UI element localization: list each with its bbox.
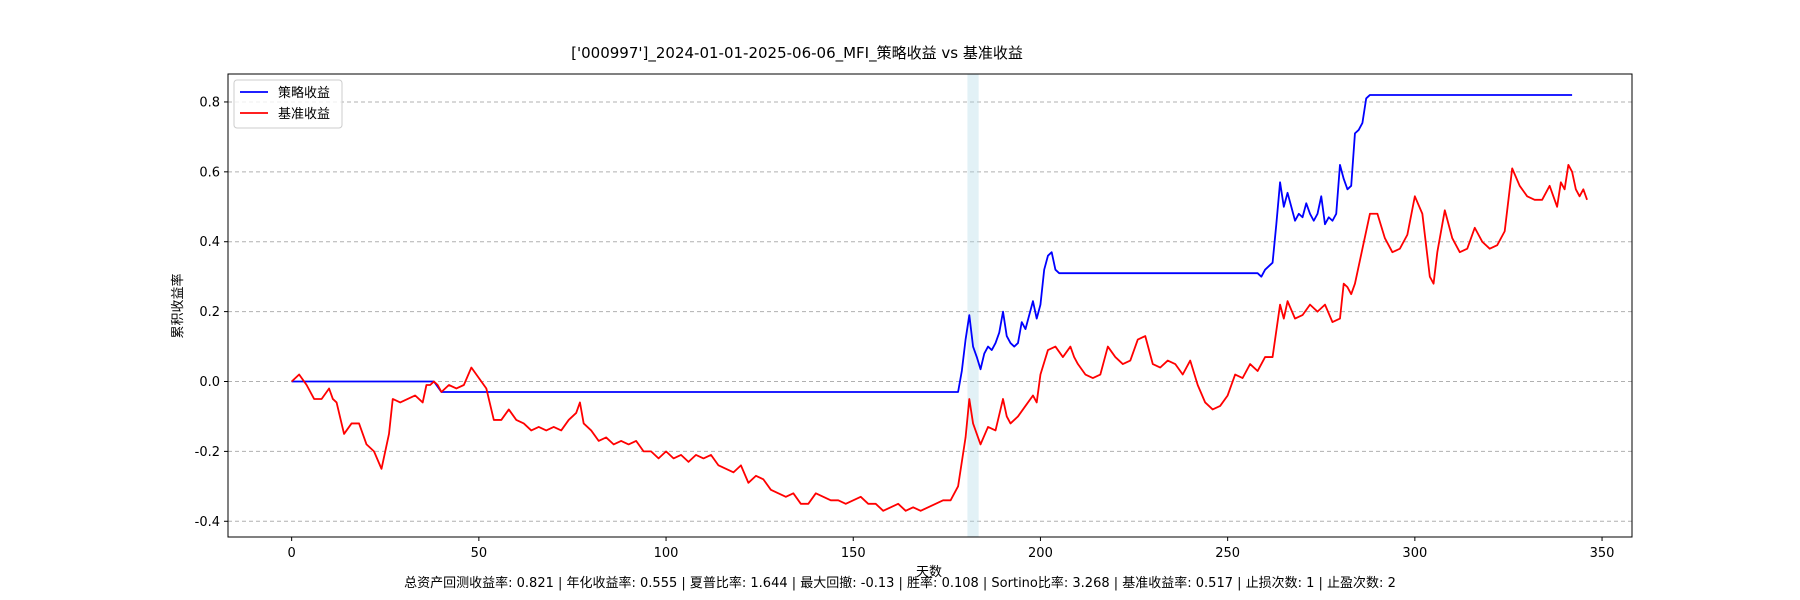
plot-area (227, 73, 1633, 538)
y-tick-label: 0.4 (199, 235, 220, 250)
x-tick-label: 300 (1402, 546, 1427, 561)
x-axis-label: 天数 (916, 565, 942, 580)
x-tick-label: 50 (471, 546, 488, 561)
legend-label: 基准收益 (278, 107, 330, 122)
y-axis: -0.4 -0.2 0.0 0.2 0.4 0.6 0.8 (195, 95, 228, 530)
chart-title: ['000997']_2024-01-01-2025-06-06_MFI_策略收… (571, 44, 1023, 63)
metrics-summary: 总资产回测收益率: 0.821 | 年化收益率: 0.555 | 夏普比率: 1… (404, 576, 1396, 591)
x-tick-label: 200 (1028, 546, 1053, 561)
series-layer (291, 94, 1588, 512)
x-tick-label: 100 (654, 546, 679, 561)
y-tick-label: 0.0 (199, 375, 220, 390)
series-line-0 (291, 94, 1573, 393)
y-tick-label: 0.8 (199, 95, 220, 110)
highlight-band (967, 74, 979, 537)
legend-label: 策略收益 (278, 85, 330, 101)
y-tick-label: 0.2 (199, 305, 220, 320)
series-line-1 (291, 163, 1588, 512)
grid (228, 101, 1632, 522)
x-tick-label: 350 (1590, 546, 1615, 561)
y-tick-label: 0.6 (199, 165, 220, 180)
highlight-span (967, 74, 979, 537)
y-axis-label: 累积收益率 (170, 273, 186, 338)
plot-frame (227, 73, 1633, 538)
x-tick-label: 250 (1215, 546, 1240, 561)
x-tick-label: 150 (841, 546, 866, 561)
y-tick-label: -0.4 (195, 515, 220, 530)
y-tick-label: -0.2 (195, 445, 220, 460)
x-axis: 0 50 100 150 200 250 300 350 (288, 537, 1615, 561)
x-tick-label: 0 (288, 546, 296, 561)
